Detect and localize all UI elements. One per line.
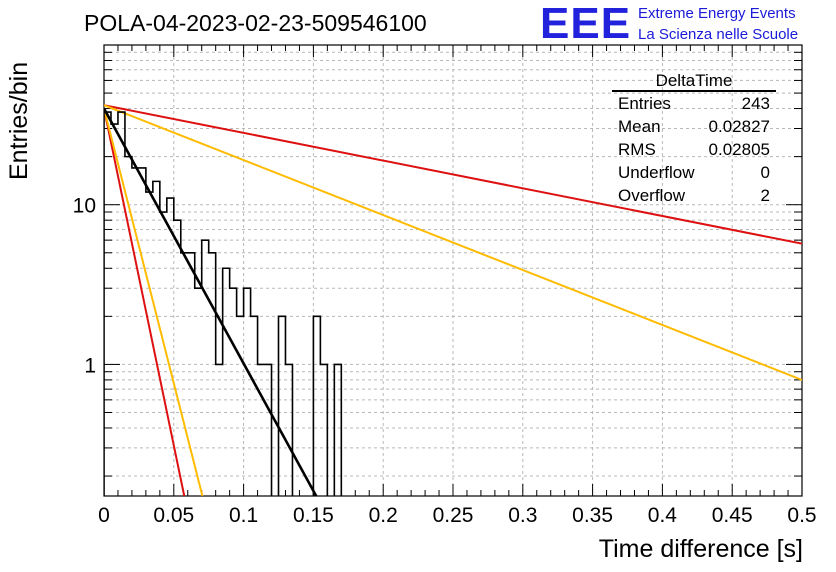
x-tick-label: 0.3: [508, 504, 537, 527]
y-tick-label: 10: [73, 195, 96, 218]
logo-line-1: Extreme Energy Events: [638, 5, 796, 22]
x-tick-label: 0.25: [433, 504, 474, 527]
chart-title: POLA-04-2023-02-23-509546100: [84, 10, 427, 36]
stats-row: RMS 0.02805: [612, 138, 776, 161]
stats-row: Mean 0.02827: [612, 115, 776, 138]
stats-row: Underflow 0: [612, 161, 776, 184]
x-tick-label: 0.05: [153, 504, 194, 527]
x-tick-label: 0.1: [229, 504, 258, 527]
fit-line-orange-steep: [104, 108, 204, 496]
stats-value: 0: [760, 163, 770, 182]
logo-line-2: La Scienza nelle Scuole: [638, 26, 799, 43]
stats-value: 243: [741, 94, 770, 113]
y-tick-label: 1: [84, 354, 96, 377]
stats-row: Overflow 2: [612, 184, 776, 207]
stats-title: DeltaTime: [612, 71, 776, 92]
stats-value: 2: [760, 186, 770, 205]
x-tick-label: 0: [98, 504, 110, 527]
fit-line-red-shallow: [104, 104, 802, 245]
histogram-outline: [104, 111, 350, 496]
y-axis-label: Entries/bin: [5, 61, 33, 180]
eee-logo: EEE Extreme Energy Events La Scienza nel…: [540, 2, 830, 46]
x-tick-label: 0.2: [369, 504, 398, 527]
fit-line-orange-shallow: [104, 104, 802, 381]
fit-line-red-steep: [104, 108, 186, 496]
stats-label: RMS: [618, 140, 656, 159]
stats-label: Underflow: [618, 163, 695, 182]
fit-line-fit: [104, 107, 318, 496]
stats-value: 0.02805: [708, 140, 770, 159]
x-tick-label: 0.35: [572, 504, 613, 527]
x-tick-label: 0.5: [787, 504, 816, 527]
eee-logo-mark: EEE: [540, 0, 632, 48]
stats-row: Entries 243: [612, 92, 776, 115]
x-tick-label: 0.15: [293, 504, 334, 527]
stats-label: Mean: [618, 117, 661, 136]
x-tick-label: 0.4: [648, 504, 678, 527]
stats-value: 0.02827: [708, 117, 770, 136]
stats-box: DeltaTime Entries 243 Mean 0.02827 RMS 0…: [612, 71, 776, 207]
stats-label: Overflow: [618, 186, 686, 205]
x-axis-label: Time difference [s]: [598, 535, 803, 563]
x-tick-label: 0.45: [712, 504, 753, 527]
stats-label: Entries: [618, 94, 671, 113]
